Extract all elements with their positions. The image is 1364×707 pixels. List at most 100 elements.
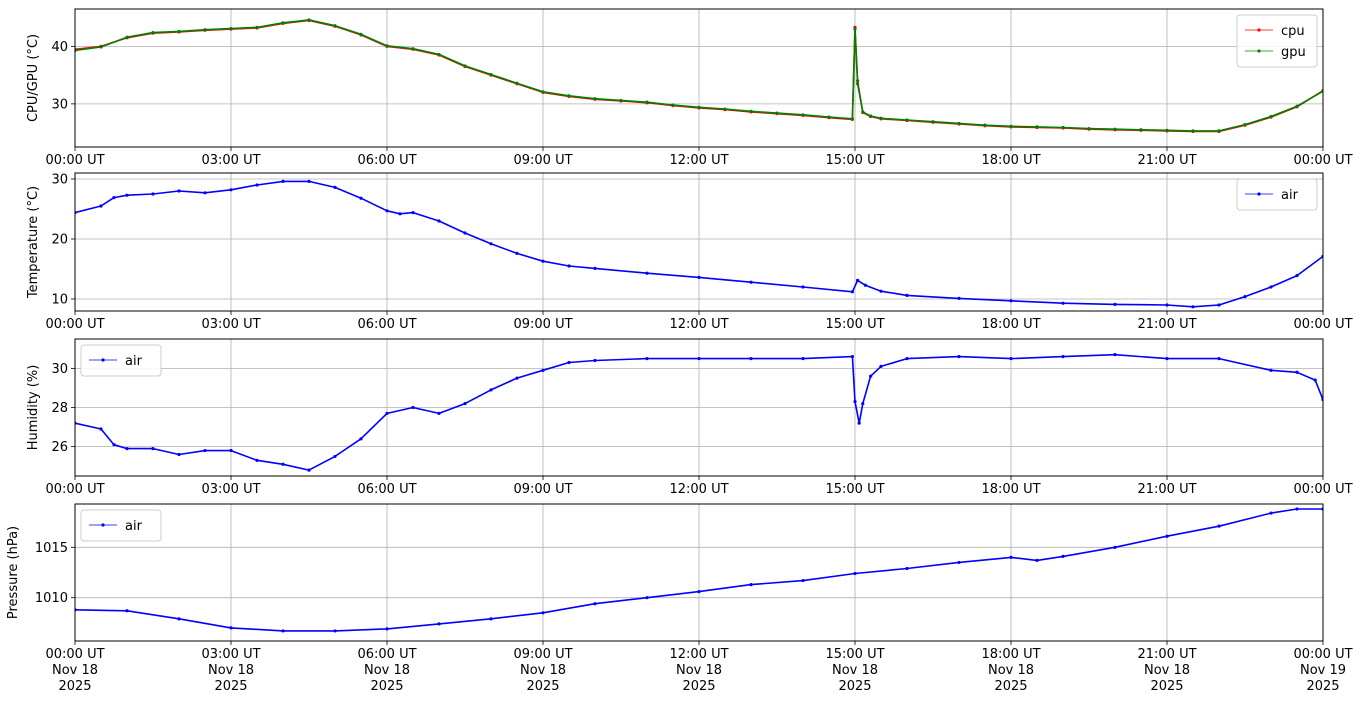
data-point [411,211,415,215]
y-tick-label: 10 [51,293,68,308]
data-point [398,212,402,216]
chart-panel-3: 00:00 UT 03:00 UT 06:00 UT 09:00 UT 12:00 UT… [26,338,1353,497]
data-point [567,94,571,98]
data-point [359,32,363,36]
data-point [307,18,311,22]
data-point [177,29,181,34]
series-gpu [75,18,1323,133]
data-point [385,44,389,48]
x-tick-label: 03:00 UT [201,482,260,497]
data-point [869,374,873,378]
data-point [177,452,181,457]
data-point [1113,127,1117,131]
data-point [593,266,597,270]
y-tick-label: 30 [51,173,68,188]
data-point [857,421,861,425]
x-tick-label: 09:00 UT [513,482,572,497]
data-point [541,611,545,615]
data-point [489,388,493,392]
series-air [75,507,1323,633]
data-point [1269,511,1273,515]
data-point [905,356,909,361]
legend-box [1236,14,1318,68]
legend-box [80,344,162,377]
data-point [645,271,649,275]
data-point [281,21,285,25]
x-tick-label: 03:00 UT [201,317,260,332]
x-tick-label: 06:00 UT [357,153,416,168]
data-point [1165,303,1169,307]
data-point [1269,285,1273,289]
data-point [1243,122,1247,127]
chart-panel-2: 00:00 UT 03:00 UT 06:00 UT 09:00 UT 12:00 UT… [26,172,1353,332]
legend: air [80,509,162,542]
data-point [775,111,779,115]
legend-marker [1257,192,1261,196]
data-point [177,617,181,621]
data-point [1191,305,1195,309]
legend-marker [101,523,105,527]
data-point [1165,356,1169,361]
chart-panel-1: 00:00 UT 03:00 UT 06:00 UT 09:00 UT 12:00 UT… [26,8,1353,168]
x-tick-label: 09:00 UT Nov 18 2025 [513,647,572,694]
data-point [850,117,855,121]
x-tick-label: 00:00 UT [1293,482,1352,497]
data-point [1165,128,1169,132]
legend-label: gpu [1281,45,1306,60]
data-point [931,120,935,124]
x-tick-label: 21:00 UT [1137,153,1196,168]
x-tick-label: 15:00 UT Nov 18 2025 [825,647,884,694]
data-point [567,264,571,268]
data-point [853,27,857,31]
data-point [957,121,961,126]
x-tick-label: 18:00 UT [981,317,1040,332]
axes-frame [74,172,1324,312]
legend-marker [1257,28,1261,32]
data-point [515,376,519,380]
axes-frame [74,338,1324,477]
data-point [437,219,441,223]
x-tick-label: 06:00 UT [357,482,416,497]
data-point [1113,353,1117,357]
data-point [229,626,233,630]
data-point [1035,558,1039,563]
data-point [1009,299,1013,303]
data-point [749,356,753,361]
x-tick-label: 21:00 UT [1137,482,1196,497]
data-point [879,116,883,120]
data-point [1139,128,1143,132]
data-point [541,368,545,372]
data-point [151,447,155,451]
legend-label: air [125,519,143,534]
data-point [1295,507,1299,511]
legend-box [1236,178,1318,211]
data-point [333,629,337,633]
data-point [411,47,415,51]
data-point [125,193,129,197]
data-point [749,109,753,113]
data-point [593,602,597,606]
data-point [1061,301,1065,305]
data-point [853,571,857,576]
data-point [437,411,441,415]
data-point [99,204,103,208]
data-point [1191,129,1195,133]
series-air [75,353,1323,472]
y-tick-label: 40 [51,40,68,55]
data-point [437,52,441,57]
x-tick-label: 09:00 UT [513,153,572,168]
data-point [281,179,285,183]
data-point [385,411,389,415]
data-point [489,242,493,246]
data-point [112,443,116,447]
data-point [697,356,701,361]
y-tick-label: 26 [51,440,68,455]
axes-frame [74,503,1324,642]
data-point [1087,127,1091,131]
x-tick-label: 06:00 UT [357,317,416,332]
x-tick-label: 09:00 UT [513,317,572,332]
data-point [619,98,623,103]
data-point [1295,370,1299,374]
y-tick-label: 20 [51,233,68,248]
